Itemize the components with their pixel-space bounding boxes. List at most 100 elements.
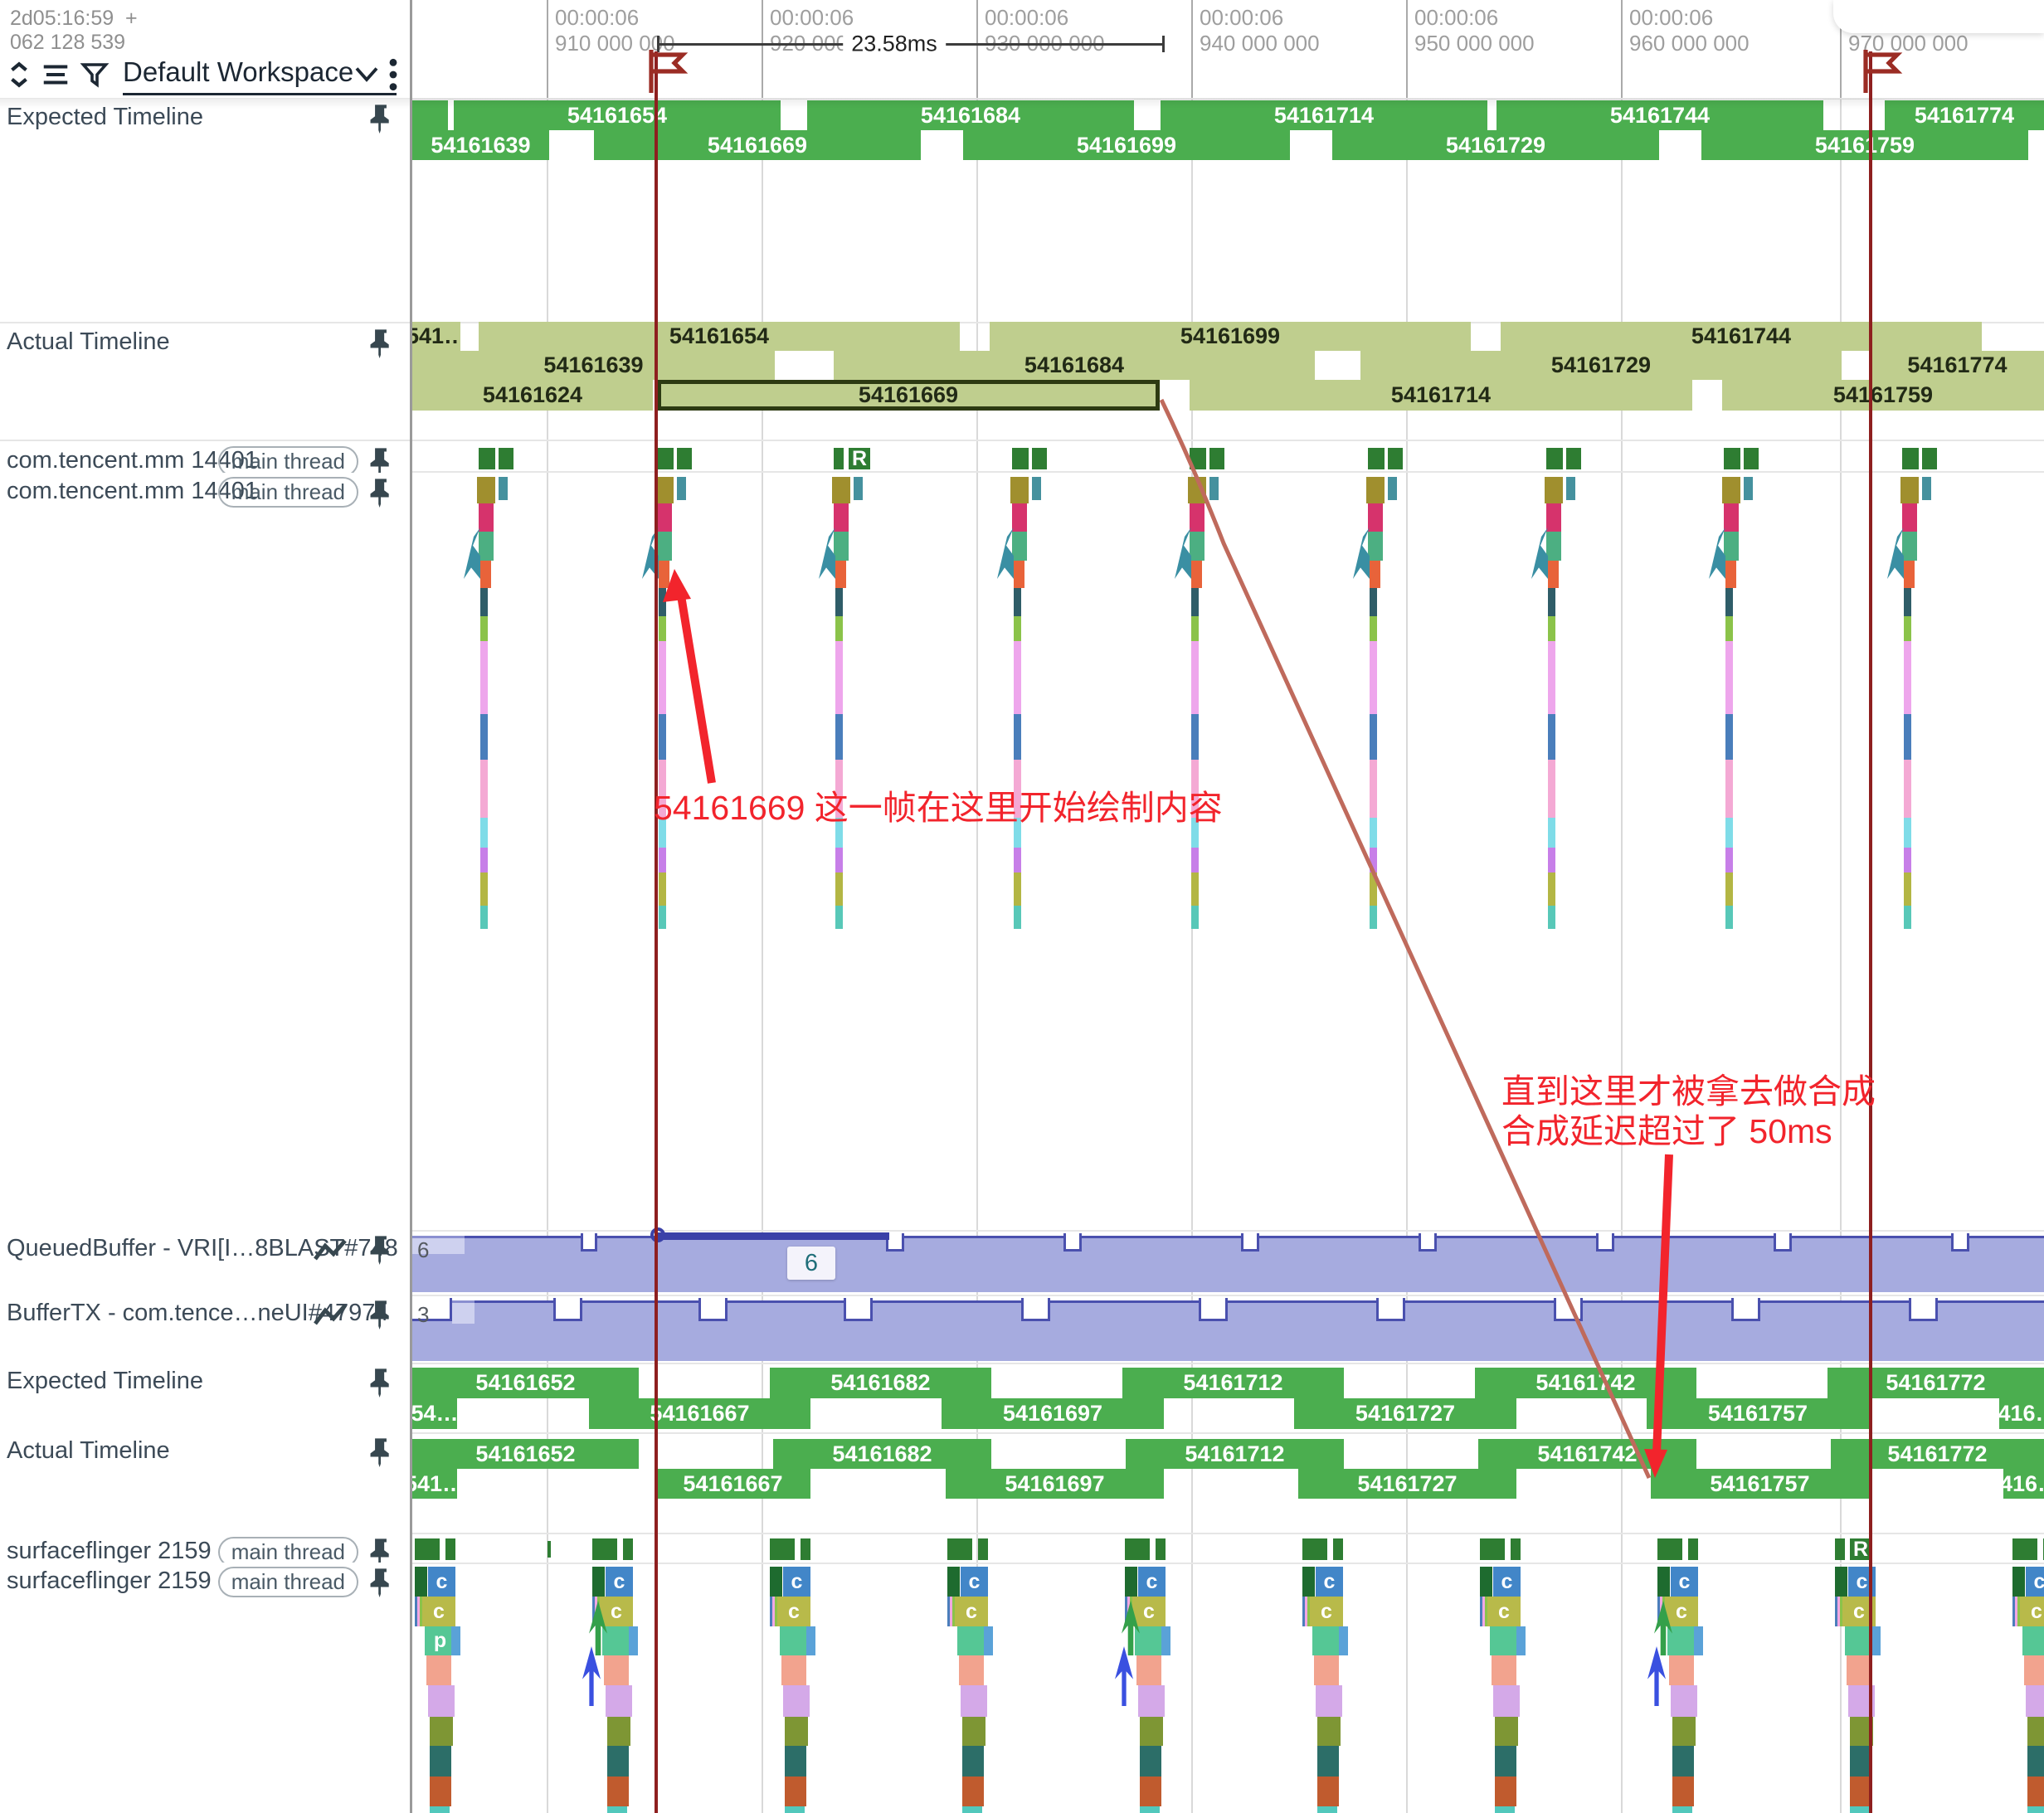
frame-slice[interactable]: 54161652 [412, 1439, 639, 1469]
frame-slice[interactable]: 54161744 [1501, 322, 1982, 351]
thread-slice-thin[interactable] [1014, 848, 1021, 872]
frame-marker[interactable] [1744, 448, 1759, 469]
frame-marker[interactable] [479, 448, 495, 469]
thread-slice-thin[interactable] [1370, 872, 1377, 906]
thread-slice-commit[interactable]: c [1493, 1567, 1521, 1597]
frame-marker[interactable] [947, 1538, 972, 1560]
thread-slice-commit[interactable]: c [2026, 1567, 2044, 1597]
thread-slice[interactable] [1370, 561, 1380, 588]
thread-slice[interactable] [2027, 1806, 2044, 1813]
thread-slice[interactable] [1302, 1567, 1315, 1597]
frame-marker[interactable] [1724, 448, 1740, 469]
thread-slice-thin[interactable] [1191, 641, 1199, 714]
thread-slice-doframe[interactable] [1900, 477, 1919, 503]
thread-slice-thin[interactable] [1339, 1626, 1348, 1655]
thread-slice-thin[interactable] [1014, 714, 1021, 760]
frame-slice[interactable]: 54161772 [1831, 1439, 2044, 1469]
thread-slice-thin[interactable] [1840, 1597, 1842, 1626]
thread-slice-thin[interactable] [1548, 848, 1555, 872]
pin-icon[interactable] [367, 1568, 395, 1597]
thread-slice-thin[interactable] [1161, 1626, 1170, 1655]
frame-slice[interactable]: 54161669 [594, 130, 921, 160]
thread-slice-commit[interactable]: c [1316, 1567, 1343, 1597]
frame-slice[interactable]: 54161774 [1871, 351, 2044, 380]
thread-slice[interactable] [499, 477, 508, 500]
frame-marker[interactable] [1922, 448, 1937, 469]
thread-slice-present[interactable] [2022, 1626, 2044, 1655]
thread-slice-thin[interactable] [480, 616, 488, 641]
thread-slice-present[interactable] [780, 1626, 810, 1655]
sidebar-row-sf-frames[interactable]: surfaceflinger 2159 main thread [0, 1533, 410, 1568]
thread-slice[interactable] [1317, 1717, 1341, 1746]
thread-slice[interactable] [1902, 532, 1917, 561]
thread-slice[interactable] [2012, 1567, 2025, 1597]
thread-slice-thin[interactable] [1548, 818, 1555, 848]
thread-slice[interactable] [835, 561, 846, 588]
collapse-icon[interactable] [5, 60, 33, 90]
thread-slice-present[interactable]: p [425, 1626, 455, 1655]
thread-slice[interactable] [785, 1806, 805, 1813]
thread-slice[interactable] [1904, 561, 1915, 588]
pin-icon[interactable] [367, 1235, 395, 1265]
frame-slice[interactable] [412, 100, 448, 130]
thread-slice-thin[interactable] [835, 818, 843, 848]
thread-slice-thin[interactable] [480, 641, 488, 714]
pin-icon[interactable] [367, 1300, 395, 1329]
thread-slice[interactable] [1316, 1685, 1342, 1717]
frame-slice[interactable]: 5416… [1999, 1398, 2044, 1429]
thread-slice-thin[interactable] [1370, 714, 1377, 760]
thread-slice-thin[interactable] [835, 641, 843, 714]
pin-icon[interactable] [367, 447, 395, 477]
thread-slice-thin[interactable] [806, 1626, 815, 1655]
thread-slice-thin[interactable] [1871, 1626, 1881, 1655]
thread-slice-thin[interactable] [1370, 906, 1377, 929]
frame-slice[interactable]: 54161682 [770, 1368, 991, 1398]
frame-marker[interactable] [1566, 448, 1581, 469]
thread-slice[interactable] [1725, 561, 1736, 588]
thread-slice[interactable] [1140, 1777, 1161, 1806]
frame-slice[interactable]: 54161684 [807, 100, 1134, 130]
thread-slice-thin[interactable] [1516, 1626, 1526, 1655]
pin-icon[interactable] [367, 328, 395, 358]
frame-slice[interactable]: 54161757 [1647, 1398, 1869, 1429]
kebab-menu-icon[interactable] [387, 56, 400, 93]
thread-slice[interactable] [1492, 1655, 1516, 1685]
thread-slice-thin[interactable] [480, 848, 488, 872]
frame-marker[interactable] [499, 448, 513, 469]
thread-slice-thin[interactable] [1904, 818, 1911, 848]
frame-slice[interactable]: 54161742 [1478, 1439, 1696, 1469]
thread-slice-thin[interactable] [1307, 1597, 1310, 1626]
thread-slice-doframe[interactable] [1366, 477, 1385, 503]
thread-slice[interactable] [959, 1655, 984, 1685]
thread-slice[interactable] [606, 1685, 632, 1717]
thread-slice-present[interactable] [1312, 1626, 1343, 1655]
thread-slice-thin[interactable] [1014, 906, 1021, 929]
thread-slice-present[interactable] [1490, 1626, 1521, 1655]
sidebar-row-mm-thread[interactable]: com.tencent.mm 14401 main thread [0, 473, 410, 1230]
thread-slice[interactable] [962, 1717, 986, 1746]
frame-slice[interactable]: 54161667 [589, 1398, 810, 1429]
thread-slice[interactable] [1546, 503, 1561, 532]
thread-slice[interactable] [415, 1567, 427, 1597]
frame-slice[interactable]: 54161712 [1122, 1368, 1344, 1398]
thread-slice-thin[interactable] [1837, 1597, 1840, 1626]
sidebar-row-buffer-tx[interactable]: BufferTX - com.tence…neUI#47974 [0, 1295, 410, 1363]
thread-slice[interactable] [1191, 561, 1202, 588]
sidebar-row-app-expected[interactable]: Expected Timeline [0, 99, 410, 322]
sidebar-row-app-actual[interactable]: Actual Timeline [0, 323, 410, 440]
frame-slice[interactable]: 54161772 [1827, 1368, 2044, 1398]
thread-slice[interactable] [657, 503, 672, 532]
thread-slice[interactable] [677, 477, 686, 500]
thread-slice-doframe[interactable] [1010, 477, 1029, 503]
thread-slice[interactable] [1368, 532, 1383, 561]
thread-slice-present[interactable] [1667, 1626, 1698, 1655]
thread-slice-present[interactable] [1135, 1626, 1166, 1655]
thread-slice[interactable] [592, 1567, 605, 1597]
thread-slice[interactable] [785, 1777, 806, 1806]
frame-slice[interactable]: 54161682 [773, 1439, 991, 1469]
thread-slice-thin[interactable] [2015, 1597, 2017, 1626]
frame-slice[interactable]: 541… [412, 1469, 457, 1499]
thread-slice-thin[interactable] [659, 872, 666, 906]
thread-slice[interactable] [1368, 503, 1383, 532]
thread-slice[interactable] [480, 561, 491, 588]
